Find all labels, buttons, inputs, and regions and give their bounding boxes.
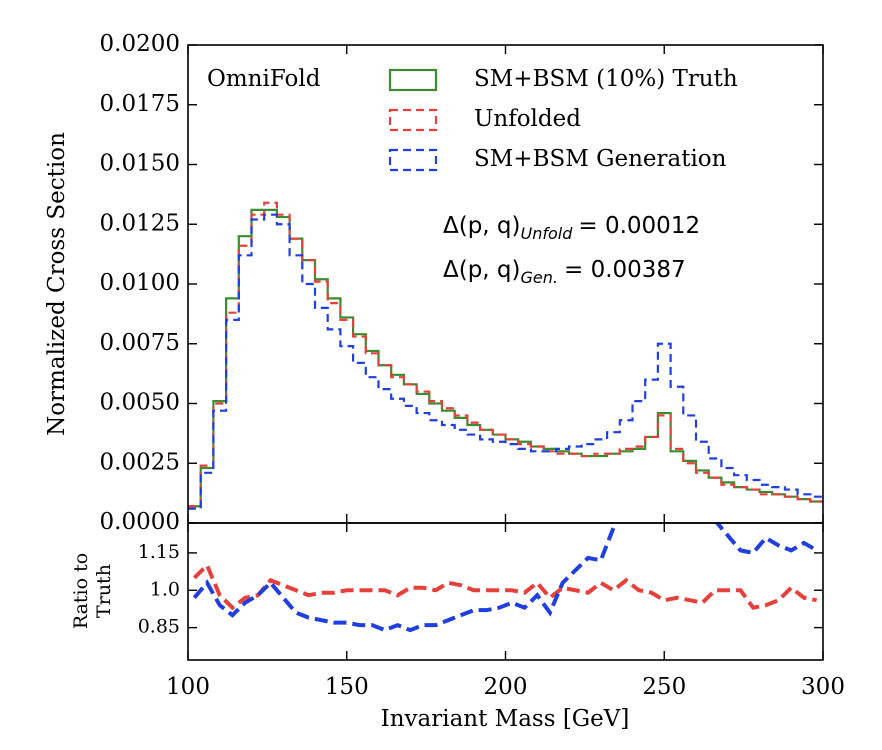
ratio-plot — [192, 523, 818, 633]
ratio-y-label: Ratio to — [70, 553, 92, 629]
x-tick-label: 300 — [801, 674, 845, 700]
legend-swatch — [388, 108, 438, 132]
legend-swatch — [388, 148, 438, 172]
ratio-y-label: Truth — [93, 564, 115, 618]
metric-subscript: Gen. — [521, 268, 558, 287]
step-line — [188, 208, 823, 508]
y-tick-label: 0.0175 — [100, 91, 180, 117]
x-tick-label: 200 — [484, 674, 528, 700]
step-line — [188, 201, 823, 508]
legend-label: SM+BSM (10%) Truth — [474, 66, 738, 92]
y-tick-label: 1.15 — [138, 541, 180, 563]
y-tick-label: 1.0 — [150, 578, 180, 600]
ratio-line — [192, 561, 818, 611]
x-tick-label: 150 — [325, 674, 369, 700]
metric-label: Δ(p, q) — [443, 213, 521, 239]
legend-label: Unfolded — [474, 106, 581, 132]
y-tick-label: 0.0125 — [100, 210, 180, 236]
y-axis-label: Normalized Cross Section — [44, 132, 70, 436]
y-tick-label: 0.85 — [138, 616, 180, 638]
x-axis-label: Invariant Mass [GeV] — [381, 706, 630, 732]
step-line — [188, 213, 823, 510]
annotation: OmniFold — [207, 66, 321, 92]
metric-subscript: Unfold — [521, 224, 574, 243]
metric: Δ(p, q)Gen. = 0.00387 — [443, 257, 686, 287]
metric-value: = 0.00012 — [578, 213, 700, 239]
y-tick-label: 0.0100 — [100, 270, 180, 296]
legend-swatch — [388, 68, 438, 92]
main-plot — [188, 201, 823, 510]
y-tick-label: 0.0200 — [100, 31, 180, 57]
metric-value: = 0.00387 — [564, 257, 686, 283]
metric-label: Δ(p, q) — [443, 257, 521, 283]
ratio-line — [192, 523, 818, 633]
metric: Δ(p, q)Unfold = 0.00012 — [443, 213, 700, 243]
legend-label: SM+BSM Generation — [474, 146, 727, 172]
y-tick-label: 0.0075 — [100, 330, 180, 356]
y-tick-label: 0.0025 — [100, 449, 180, 475]
y-tick-label: 0.0050 — [100, 390, 180, 416]
x-tick-label: 250 — [642, 674, 686, 700]
x-tick-label: 100 — [166, 674, 210, 700]
y-tick-label: 0.0000 — [100, 509, 180, 535]
y-tick-label: 0.0150 — [100, 151, 180, 177]
